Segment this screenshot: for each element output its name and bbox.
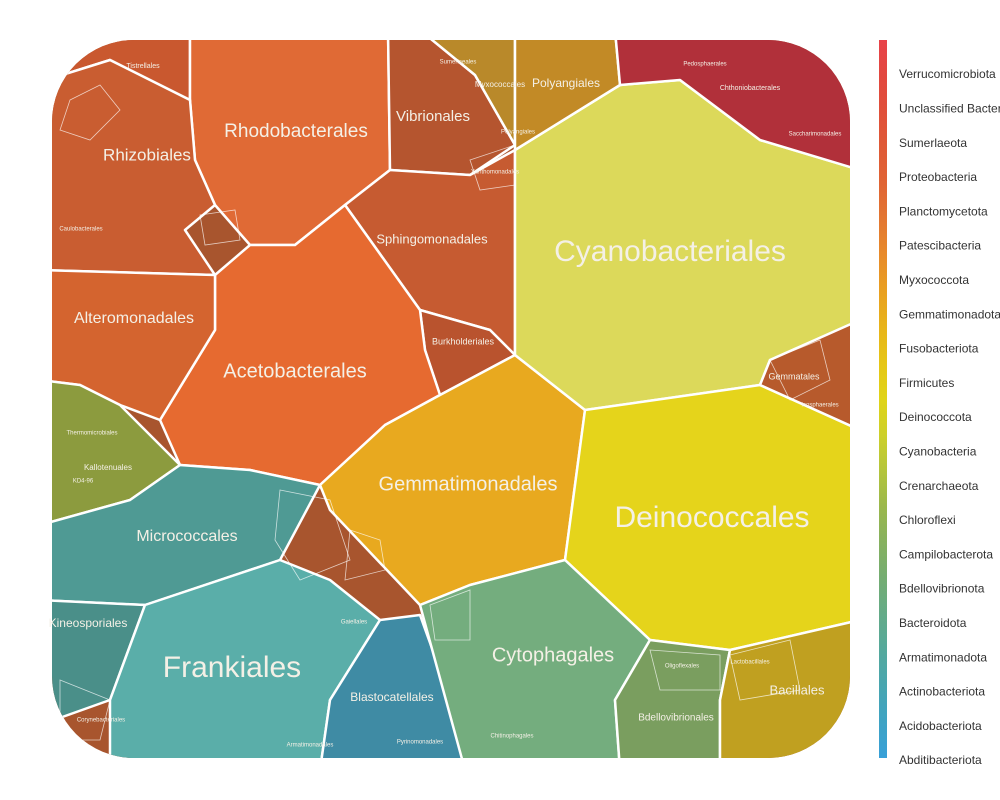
legend: Verrucomicrobiota Unclassified Bacteria Su… [899,67,1000,767]
sub-cell [199,209,241,246]
minor-label: Saccharimonadales [789,132,842,138]
minor-label: Armatimonadales [287,743,334,749]
legend-label: Actinobacteriota [899,685,985,699]
sub-cell [429,589,471,641]
legend-label: Abditibacteriota [899,753,982,767]
cell-label: Deinococcales [614,501,809,534]
sub-cell [59,84,121,141]
cell-label: Rhodobacterales [224,121,368,142]
legend-label: Patescibacteria [899,239,981,253]
minor-label: Xanthomonadales [471,170,519,176]
legend-label: Planctomycetota [899,204,988,218]
sub-cell [729,639,801,701]
legend-label: Proteobacteria [899,170,977,184]
cell-label: Acetobacterales [223,360,366,382]
legend-label: Fusobacteriota [899,342,979,356]
legend-label: Myxococcota [899,273,969,287]
sub-cell [274,489,351,581]
legend-label: Acidobacteriota [899,719,982,733]
minor-label: Caulobacterales [59,227,102,233]
sub-cell [649,649,721,691]
legend-label: Sumerlaeota [899,136,967,150]
legend-label: Unclassified Bacteria [899,101,1000,115]
legend-label: Bacteroidota [899,616,967,630]
cell-label: Cyanobacteriales [554,235,786,268]
cell-label: Rhizobiales [103,145,191,164]
cell-label: Tistrellales [126,63,160,70]
cell-label: Blastocatellales [350,690,433,704]
minor-label: Gaiellales [341,620,367,626]
legend-label: Chloroflexi [899,513,956,527]
cell-label: Gemmatimonadales [379,473,558,495]
voronoi-cell [513,40,622,152]
voronoi-cell [318,613,467,758]
legend-label: Deinococcota [899,410,972,424]
legend-label: Firmicutes [899,376,954,390]
legend-label: Crenarchaeota [899,479,979,493]
legend-bar [879,40,887,758]
treemap [52,40,850,758]
sub-cell [344,529,386,581]
minor-label: Oligoflexales [665,664,699,670]
cell-label: Bdellovibrionales [638,713,714,724]
cell-label: Vibrionales [396,108,470,125]
minor-label: KD4-96 [73,479,94,485]
legend-label: Cyanobacteria [899,444,977,458]
minor-label: Corynebacteriales [77,718,125,724]
cell-label: Chthoniobacterales [720,85,781,92]
legend-label: Verrucomicrobiota [899,67,996,81]
minor-label: Pedosphaerales [683,62,726,68]
minor-label: Polyangiales [501,130,535,136]
labels: Tistrellales Rhodobacterales Vibrionales Sp… [49,60,842,749]
legend-label: Campilobacterota [899,547,993,561]
legend-label: Armatimonadota [899,650,987,664]
legend-label: Gemmatimonadota [899,307,1000,321]
minor-label: Sumerlaeales [440,60,477,66]
cell-label: Frankiales [163,651,301,684]
voronoi-cell [718,618,850,758]
voronoi-cell [758,318,850,432]
minor-label: Lactobacillales [730,660,769,666]
cell-label: Kallotenuales [84,463,132,472]
cell-label: Sphingomonadales [376,231,488,246]
minor-label: Pyrinomonadales [397,740,443,746]
sub-cell [469,144,516,191]
minor-label: Isosphaerales [801,403,838,409]
cell-label: Myxococcales [475,80,525,89]
voronoi-cell [52,268,217,422]
minor-label: Thermomicrobiales [66,431,117,437]
minor-label: Chitinophagales [490,734,533,740]
cell-label: Alteromonadales [74,310,194,327]
sub-cell [769,339,831,401]
cell-label: Micrococcales [136,528,237,545]
cell-label: Gemmatales [768,371,820,381]
legend-label: Bdellovibrionota [899,582,985,596]
cell-label: Polyangiales [532,76,600,90]
cell-label: Bacillales [770,682,825,697]
cell-label: Kineosporiales [49,616,128,630]
cell-label: Burkholderiales [432,336,495,346]
voronoi-cell [613,40,850,172]
cell-label: Cytophagales [492,644,614,666]
